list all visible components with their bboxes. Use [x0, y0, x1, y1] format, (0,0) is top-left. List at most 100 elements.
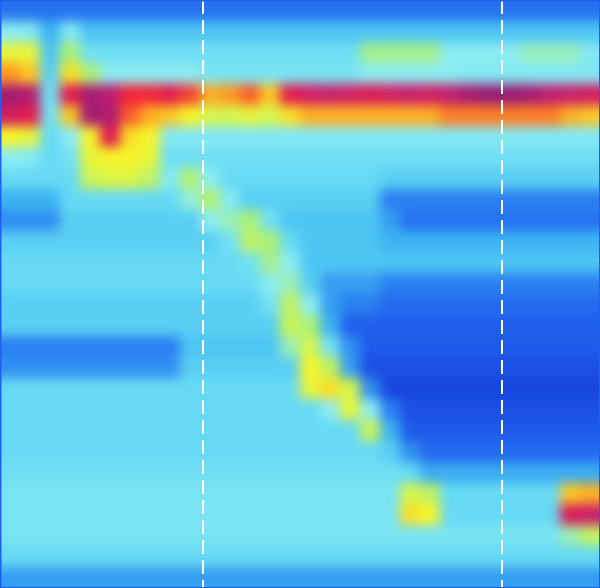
heat-cell	[280, 42, 301, 64]
heat-cell	[320, 420, 341, 442]
heat-cell	[460, 63, 481, 85]
heat-cell	[580, 420, 600, 442]
heat-cell	[480, 210, 501, 232]
heat-cell	[520, 378, 541, 400]
heat-cell	[400, 441, 421, 463]
heat-cell	[420, 84, 441, 106]
heat-cell	[140, 420, 161, 442]
heat-cell	[240, 336, 261, 358]
heat-cell	[380, 105, 401, 127]
heat-cell	[420, 126, 441, 148]
heat-cell	[180, 0, 201, 22]
heat-cell	[300, 441, 321, 463]
heat-cell	[360, 231, 381, 253]
heat-cell	[420, 63, 441, 85]
heat-cell	[540, 294, 561, 316]
heat-cell	[60, 252, 81, 274]
heat-cell	[300, 420, 321, 442]
heat-cell	[280, 210, 301, 232]
heat-cell	[240, 462, 261, 484]
heat-cell	[220, 168, 241, 190]
heat-cell	[40, 63, 61, 85]
heat-cell	[260, 336, 281, 358]
heat-cell	[40, 420, 61, 442]
heat-cell	[400, 42, 421, 64]
heat-cell	[260, 378, 281, 400]
heat-cell	[400, 567, 421, 588]
heat-cell	[500, 273, 521, 295]
heat-cell	[560, 42, 581, 64]
heat-cell	[540, 189, 561, 211]
heat-cell	[260, 420, 281, 442]
heat-cell	[40, 252, 61, 274]
heat-cell	[300, 273, 321, 295]
heat-cell	[240, 63, 261, 85]
heat-cell	[440, 483, 461, 505]
heat-cell	[20, 336, 41, 358]
heat-cell	[420, 567, 441, 588]
heat-cell	[20, 63, 41, 85]
heat-cell	[360, 441, 381, 463]
heat-cell	[260, 0, 281, 22]
heat-cell	[380, 294, 401, 316]
heat-cell	[580, 210, 600, 232]
heat-cell	[560, 378, 581, 400]
heat-cell	[400, 231, 421, 253]
heat-cell	[220, 567, 241, 588]
heat-cell	[420, 504, 441, 526]
heat-cell	[560, 189, 581, 211]
heat-cell	[400, 252, 421, 274]
heat-cell	[360, 126, 381, 148]
heat-cell	[320, 525, 341, 547]
heat-cell	[140, 63, 161, 85]
heat-cell	[100, 315, 121, 337]
heat-cell	[40, 399, 61, 421]
heat-cell	[140, 42, 161, 64]
heat-cell	[80, 126, 101, 148]
heat-cell	[420, 105, 441, 127]
heat-cell	[0, 84, 21, 106]
heat-cell	[540, 546, 561, 568]
heat-cell	[100, 189, 121, 211]
heat-cell	[120, 315, 141, 337]
heat-cell	[60, 84, 81, 106]
heat-cell	[340, 147, 361, 169]
heat-cell	[500, 357, 521, 379]
heat-cell	[480, 63, 501, 85]
heat-cell	[420, 546, 441, 568]
heat-cell	[160, 315, 181, 337]
heat-cell	[420, 294, 441, 316]
heat-cell	[500, 147, 521, 169]
heat-cell	[80, 315, 101, 337]
heat-cell	[460, 21, 481, 43]
heat-cell	[260, 84, 281, 106]
heat-cell	[500, 63, 521, 85]
heat-cell	[400, 189, 421, 211]
heat-cell	[580, 0, 600, 22]
heat-cell	[560, 546, 581, 568]
heat-cell	[560, 273, 581, 295]
heat-cell	[560, 105, 581, 127]
heat-cell	[40, 0, 61, 22]
heat-cell	[220, 420, 241, 442]
heat-cell	[80, 21, 101, 43]
heat-cell	[340, 21, 361, 43]
heat-cell	[240, 504, 261, 526]
heat-cell	[140, 378, 161, 400]
heat-cell	[380, 336, 401, 358]
heat-cell	[320, 336, 341, 358]
heat-cell	[80, 504, 101, 526]
heat-cell	[280, 273, 301, 295]
heat-cell	[460, 504, 481, 526]
heat-cell	[40, 525, 61, 547]
heat-cell	[180, 231, 201, 253]
heat-cell	[240, 126, 261, 148]
heat-cell	[60, 483, 81, 505]
heat-cell	[240, 441, 261, 463]
heat-cell	[480, 105, 501, 127]
heat-cell	[0, 252, 21, 274]
heat-cell	[340, 525, 361, 547]
heat-cell	[240, 315, 261, 337]
heat-cell	[360, 294, 381, 316]
heat-cell	[420, 273, 441, 295]
